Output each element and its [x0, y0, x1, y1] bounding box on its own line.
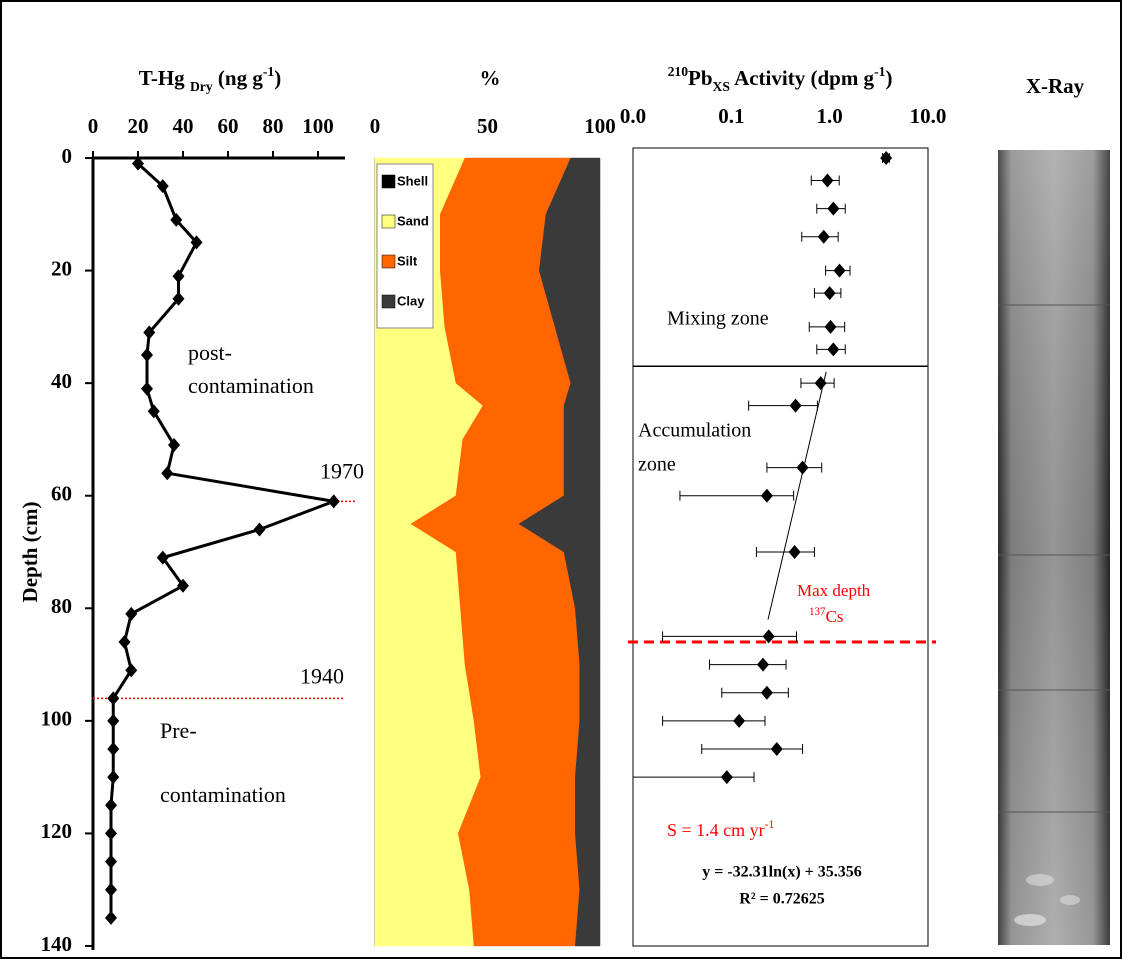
x-tick-label: 0 [88, 114, 99, 138]
y-tick-label: 80 [51, 594, 72, 618]
figure: X-Ray Depth (cm) T-Hg Dry (ng g-1)020406… [0, 0, 1122, 959]
chart-title-part: Pb [688, 66, 713, 90]
y-tick-label: 60 [51, 482, 72, 506]
xray-shell [1060, 895, 1080, 905]
annotation: Mixing zone [667, 308, 769, 330]
x-tick-label: 10.0 [910, 104, 947, 128]
annotation: Accumulation [638, 420, 751, 442]
x-tick-label: 1.0 [817, 104, 843, 128]
chart-title-part: (ng g [213, 66, 264, 90]
annotation-part: Cs [826, 607, 844, 626]
legend-swatch [382, 215, 395, 228]
chart-title-part: ) [274, 66, 281, 90]
annotation: Max depth [797, 581, 871, 600]
x-tick-label: 0 [370, 114, 381, 138]
legend-label: Sand [397, 213, 429, 228]
chart-title-part: ) [885, 66, 892, 90]
x-tick-label: 0.0 [620, 104, 646, 128]
x-tick-label: 0.1 [718, 104, 744, 128]
y-tick-label: 40 [51, 369, 72, 393]
y-axis-label: Depth (cm) [18, 502, 42, 603]
annotation: contamination [188, 373, 314, 398]
x-tick-label: 80 [263, 114, 284, 138]
date-label: 1970 [320, 458, 364, 483]
chart-title: % [480, 66, 501, 90]
chart-title-part: Activity (dpm g [730, 66, 875, 90]
legend-swatch [382, 295, 395, 308]
chart-title-part: -1 [874, 64, 886, 79]
xray-shade [998, 150, 1110, 945]
y-tick-label: 20 [51, 256, 72, 280]
legend-swatch [382, 255, 395, 268]
chart-title-part: Dry [190, 79, 213, 94]
y-tick-label: 0 [62, 144, 73, 168]
chart-title-part: T-Hg [139, 66, 190, 90]
x-tick-label: 100 [302, 114, 334, 138]
chart-title-part: 210 [668, 64, 689, 79]
xray-title: X-Ray [1026, 74, 1085, 98]
chart-title: 210PbXS Activity (dpm g-1) [668, 64, 893, 94]
y-tick-label: 100 [41, 707, 73, 731]
x-tick-label: 40 [173, 114, 194, 138]
x-tick-label: 100 [584, 114, 616, 138]
legend-label: Shell [397, 173, 428, 188]
y-tick-label: 120 [41, 819, 73, 843]
legend: Shell Sand Silt Clay [377, 164, 433, 328]
xray-shell [1026, 874, 1054, 886]
annotation: y = -32.31ln(x) + 35.356 [702, 864, 862, 881]
x-tick-label: 60 [218, 114, 239, 138]
x-tick-label: 50 [477, 114, 498, 138]
xray-panel: X-Ray [998, 74, 1110, 945]
chart-title-part: -1 [263, 64, 275, 79]
xray-shell [1014, 914, 1046, 926]
annotation-part: S = 1.4 cm yr [667, 820, 765, 840]
annotation: S = 1.4 cm yr-1 [667, 818, 775, 840]
legend-label: Silt [397, 253, 418, 268]
legend-swatch [382, 175, 395, 188]
annotation: zone [638, 454, 676, 476]
annotation: Pre- [160, 718, 197, 743]
annotation-part: 137 [809, 606, 826, 618]
date-label: 1940 [300, 663, 344, 688]
annotation: R² = 0.72625 [739, 891, 824, 908]
x-tick-label: 20 [128, 114, 149, 138]
chart-title-part: XS [713, 79, 730, 94]
legend-label: Clay [397, 293, 425, 308]
annotation: post- [188, 340, 232, 365]
annotation-part: -1 [765, 818, 775, 831]
y-tick-label: 140 [41, 932, 73, 956]
annotation: contamination [160, 782, 286, 807]
